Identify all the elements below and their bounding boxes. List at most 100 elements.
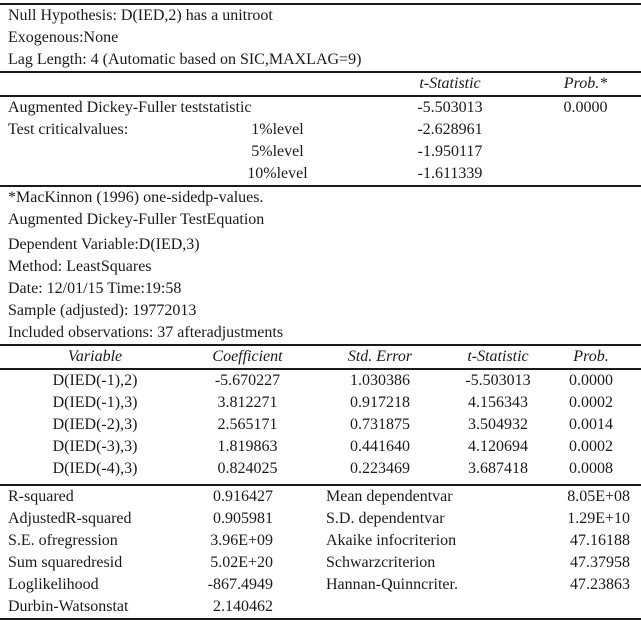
tstat-value: 4.156343 — [468, 394, 528, 411]
table-row: D(IED(-1),3) 3.812271 0.917218 4.156343 … — [0, 392, 641, 414]
empty-cell — [630, 574, 641, 596]
tstat-value: 4.120694 — [468, 438, 528, 455]
empty-cell — [530, 163, 641, 185]
stat-label: S.D. dependentvar — [326, 510, 445, 527]
empty-cell — [273, 574, 326, 596]
variable-name: D(IED(-2),3) — [52, 416, 138, 433]
adf-stat-table: Augmented Dickey-Fuller teststatistic -5… — [0, 97, 641, 185]
empty-cell — [273, 486, 326, 508]
coefficient-table: D(IED(-1),2) -5.670227 1.030386 -5.50301… — [0, 370, 641, 480]
coefficient-value: 1.819863 — [217, 438, 278, 455]
tstat-column-header: t-Statistic — [419, 75, 481, 92]
variable-name: D(IED(-1),2) — [52, 372, 138, 389]
empty-cell — [630, 486, 641, 508]
sample-line: Sample (adjusted): 19772013 — [8, 302, 197, 319]
stat-value: 47.23863 — [570, 576, 630, 593]
variable-name: D(IED(-3),3) — [52, 438, 138, 455]
table-row: D(IED(-3),3) 1.819863 0.441640 4.120694 … — [0, 436, 641, 458]
mackinnon-note: *MacKinnon (1996) one-sidedp-values. — [8, 189, 264, 206]
prob-value: 0.0008 — [569, 460, 613, 477]
horizontal-rule — [0, 95, 641, 97]
critical-value: -2.628961 — [417, 121, 483, 138]
stderror-value: 1.030386 — [350, 372, 410, 389]
empty-cell — [273, 596, 326, 618]
summary-statistics-table: R-squared 0.916427 Mean dependentvar 8.0… — [0, 486, 641, 618]
stderror-value: 0.917218 — [350, 394, 410, 411]
stderror-value: 0.441640 — [350, 438, 410, 455]
prob-value: 0.0002 — [569, 394, 613, 411]
empty-cell — [0, 73, 212, 95]
stat-label — [326, 596, 518, 618]
top-rule — [0, 3, 641, 5]
critical-value: -1.611339 — [417, 165, 483, 182]
stat-label: Akaike infocriterion — [326, 532, 457, 549]
horizontal-rule — [0, 344, 641, 346]
table-row: Test criticalvalues: 1%level -2.628961 — [0, 119, 641, 141]
stat-value: 2.140462 — [213, 598, 273, 615]
stat-label: Loglikelihood — [8, 576, 99, 593]
bottom-rule — [0, 618, 641, 620]
stderror-column-header: Std. Error — [347, 348, 413, 365]
table-row: Sum squaredresid 5.02E+20 Schwarzcriteri… — [0, 552, 641, 574]
stat-value: 1.29E+10 — [567, 510, 630, 527]
adf-test-label: Augmented Dickey-Fuller teststatistic — [8, 99, 252, 116]
tstat-column-header: t-Statistic — [467, 348, 529, 365]
stat-label: AdjustedR-squared — [8, 510, 132, 527]
exogenous-line: Exogenous:None — [8, 29, 119, 46]
stderror-value: 0.731875 — [350, 416, 410, 433]
horizontal-rule — [0, 185, 641, 187]
stat-label: Durbin-Watsonstat — [8, 598, 129, 615]
stat-label: Hannan-Quinncriter. — [326, 576, 458, 593]
adf-tstat-value: -5.503013 — [417, 99, 483, 116]
empty-cell — [0, 163, 185, 185]
stat-label: S.E. ofregression — [8, 532, 118, 549]
adf-prob-value: 0.0000 — [563, 99, 608, 116]
empty-cell — [212, 73, 370, 95]
empty-cell — [530, 119, 641, 141]
coefficient-value: 3.812271 — [217, 394, 278, 411]
horizontal-rule — [0, 368, 641, 370]
stat-value: 47.37958 — [570, 554, 630, 571]
observations-line: Included observations: 37 afteradjustmen… — [8, 324, 284, 341]
empty-cell — [630, 530, 641, 552]
variable-name: D(IED(-4),3) — [52, 460, 138, 477]
stat-value: 8.05E+08 — [567, 488, 630, 505]
date-time-line: Date: 12/01/15 Time:19:58 — [8, 280, 182, 297]
coefficient-header-row: Variable Coefficient Std. Error t-Statis… — [0, 346, 641, 368]
dependent-variable-line: Dependent Variable:D(IED,3) — [8, 236, 200, 253]
table-row: Durbin-Watsonstat 2.140462 — [0, 596, 641, 618]
stat-label: R-squared — [8, 488, 74, 505]
table-row: 5%level -1.950117 — [0, 141, 641, 163]
variable-column-header: Variable — [67, 348, 123, 365]
test-equation-title: Augmented Dickey-Fuller TestEquation — [8, 211, 265, 228]
tstat-value: -5.503013 — [465, 372, 531, 389]
variable-name: D(IED(-1),3) — [52, 394, 138, 411]
equation-info-block: Dependent Variable:D(IED,3) Method: Leas… — [0, 234, 641, 344]
stat-value: 5.02E+20 — [210, 554, 273, 571]
empty-cell — [0, 141, 185, 163]
table-row: Augmented Dickey-Fuller teststatistic -5… — [0, 97, 641, 119]
prob-value: 0.0002 — [569, 438, 613, 455]
stderror-value: 0.223469 — [350, 460, 410, 477]
critical-value: -1.950117 — [417, 143, 483, 160]
critical-level: 5%level — [251, 143, 304, 160]
empty-cell — [530, 141, 641, 163]
horizontal-rule — [0, 484, 641, 486]
stat-value: -867.4949 — [207, 576, 273, 593]
lag-length-line: Lag Length: 4 (Automatic based on SIC,MA… — [8, 51, 362, 68]
critical-values-label: Test criticalvalues: — [8, 121, 129, 138]
stat-label: Sum squaredresid — [8, 554, 123, 571]
critical-level: 10%level — [247, 165, 308, 182]
coefficient-value: -5.670227 — [214, 372, 281, 389]
empty-cell — [630, 596, 641, 618]
empty-cell — [630, 508, 641, 530]
coefficient-value: 0.824025 — [217, 460, 278, 477]
table-row: AdjustedR-squared 0.905981 S.D. dependen… — [0, 508, 641, 530]
empty-cell — [273, 552, 326, 574]
horizontal-rule — [0, 71, 641, 73]
method-line: Method: LeastSquares — [8, 258, 152, 275]
empty-cell — [273, 530, 326, 552]
test-spec-block: Null Hypothesis: D(IED,2) has a unitroot… — [0, 5, 641, 71]
table-row: D(IED(-1),2) -5.670227 1.030386 -5.50301… — [0, 370, 641, 392]
